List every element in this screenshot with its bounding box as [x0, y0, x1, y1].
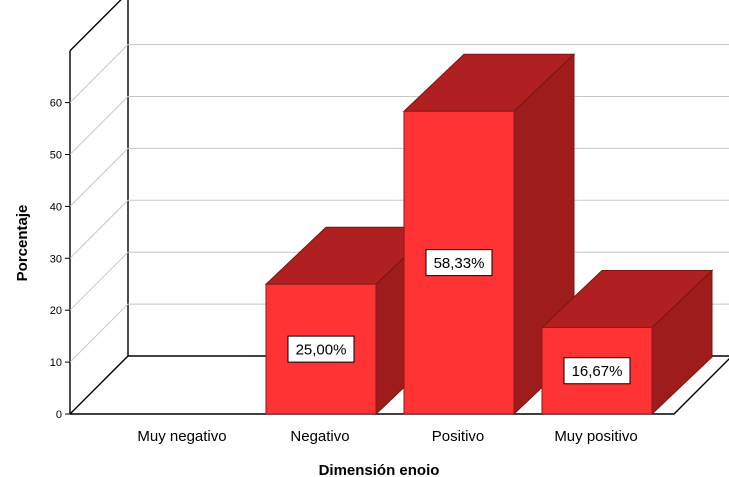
data-label-box	[563, 357, 631, 385]
x-category-label: Muy negativo	[137, 428, 226, 445]
y-tick-label: 30	[50, 253, 62, 265]
data-label: 25,00%	[296, 342, 347, 359]
x-axis-title: Dimensión enoio	[319, 462, 440, 477]
data-label: 16,67%	[572, 363, 623, 380]
y-tick-label: 60	[50, 98, 62, 110]
bars: 25,00% 58,33% 16,67%	[264, 53, 714, 416]
y-tick-labels: 0 10 20 30 40 50 60	[50, 98, 70, 421]
y-tick-label: 10	[50, 357, 62, 369]
data-label-box	[425, 249, 493, 277]
y-axis-title: Porcentaje	[14, 205, 31, 282]
bar	[541, 326, 653, 415]
y-tick-label: 40	[50, 201, 62, 213]
category-labels: Muy negativo Negativo Positivo Muy positivo	[137, 428, 637, 445]
x-category-label: Positivo	[432, 428, 485, 445]
y-tick-label: 0	[56, 409, 62, 421]
y-tick-label: 20	[50, 305, 62, 317]
data-label: 58,33%	[434, 255, 485, 272]
gridline	[69, 147, 729, 207]
x-category-label: Negativo	[290, 428, 349, 445]
y-tick-label: 50	[50, 150, 62, 162]
side-wall-top-edge	[69, 0, 122, 52]
gridline	[69, 96, 729, 155]
data-label-box	[287, 335, 355, 363]
x-category-label: Muy positivo	[554, 428, 637, 445]
gridline	[69, 44, 729, 103]
